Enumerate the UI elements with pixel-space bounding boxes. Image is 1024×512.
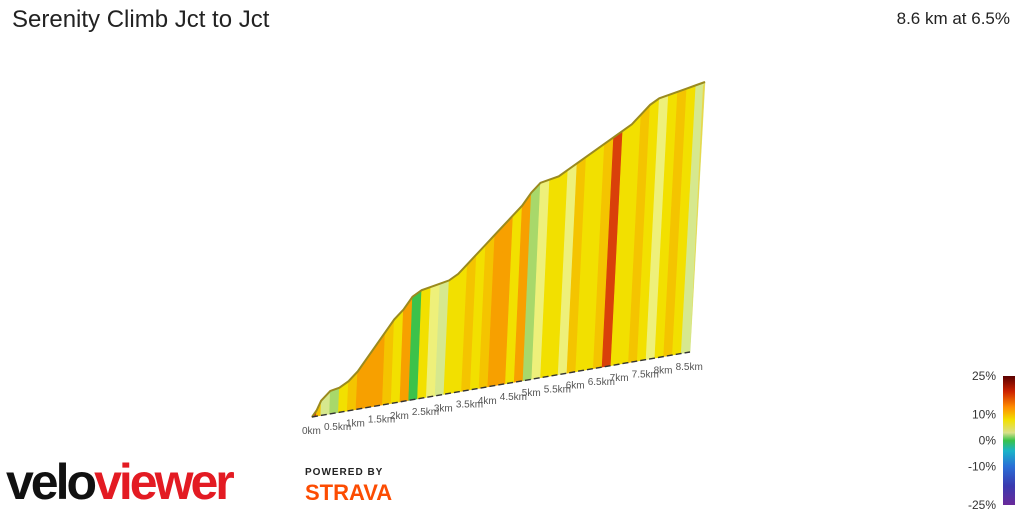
profile-end-face <box>690 82 705 352</box>
profile-strips <box>311 81 706 418</box>
distance-axis-line <box>311 351 691 418</box>
legend-label: -10% <box>968 459 996 473</box>
distance-tick-label: 5.5km <box>544 384 571 395</box>
distance-tick-label: 7.5km <box>632 369 659 380</box>
distance-tick-label: 3km <box>434 403 453 414</box>
distance-tick-label: 0km <box>302 426 321 437</box>
legend-label: 10% <box>972 408 996 422</box>
distance-tick-label: 5km <box>522 388 541 399</box>
climb-summary: 8.6 km at 6.5% <box>896 9 1010 28</box>
page-title: Serenity Climb Jct to Jct <box>12 6 270 33</box>
gradient-legend-bar <box>1003 376 1015 505</box>
distance-tick-label: 1km <box>346 418 365 429</box>
logo-viewer-text: viewer <box>94 454 235 510</box>
logo-velo-text: velo <box>6 454 97 510</box>
distance-tick-label: 8.5km <box>676 362 703 373</box>
distance-tick-label: 1.5km <box>368 415 395 426</box>
distance-tick-label: 6.5km <box>588 377 615 388</box>
distance-tick-label: 2km <box>390 411 409 422</box>
distance-tick-label: 2.5km <box>412 407 439 418</box>
distance-tick-label: 0.5km <box>324 422 351 433</box>
legend-label: -25% <box>968 498 996 512</box>
distance-tick-label: 6km <box>566 381 585 392</box>
profile-top-outline <box>311 81 706 418</box>
distance-tick-label: 7km <box>610 373 629 384</box>
strava-logo-text: STRAVA <box>305 480 393 505</box>
distance-tick-label: 4km <box>478 396 497 407</box>
distance-tick-label: 3.5km <box>456 400 483 411</box>
legend-label: 25% <box>972 369 996 383</box>
legend-label: 0% <box>979 434 997 448</box>
gradient-legend: 25% 10% 0% -10% -25% <box>968 369 1015 512</box>
distance-tick-label: 8km <box>654 366 673 377</box>
powered-by-label: POWERED BY <box>305 467 384 478</box>
distance-tick-label: 4.5km <box>500 392 527 403</box>
veloviewer-logo: veloviewer <box>6 452 235 512</box>
powered-by-strava: POWERED BY STRAVA <box>305 467 392 506</box>
